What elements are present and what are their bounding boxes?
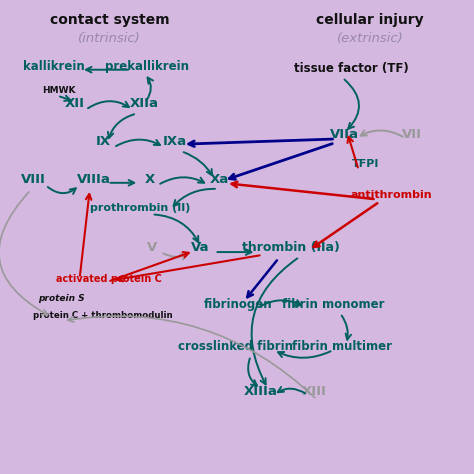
Text: HMWK: HMWK	[42, 86, 76, 95]
Text: cellular injury: cellular injury	[317, 13, 424, 27]
Text: XIII: XIII	[302, 385, 327, 398]
Text: Xa: Xa	[210, 173, 229, 186]
Text: VII: VII	[402, 128, 422, 141]
Text: fibrinogen: fibrinogen	[203, 298, 272, 310]
Text: tissue factor (TF): tissue factor (TF)	[294, 62, 409, 75]
Text: (intrinsic): (intrinsic)	[79, 32, 141, 45]
Text: thrombin (IIa): thrombin (IIa)	[242, 241, 340, 254]
Text: protein S: protein S	[38, 293, 84, 302]
Text: prekallikrein: prekallikrein	[105, 60, 189, 73]
Text: XIIIa: XIIIa	[244, 385, 278, 398]
Text: protein C + thrombomodulin: protein C + thrombomodulin	[33, 311, 173, 320]
Text: kallikrein: kallikrein	[23, 60, 85, 73]
Text: X: X	[144, 173, 155, 186]
Text: prothrombin (II): prothrombin (II)	[90, 203, 190, 213]
Text: XIIa: XIIa	[130, 98, 159, 110]
Text: VIIIa: VIIIa	[77, 173, 110, 186]
Text: antithrombin: antithrombin	[350, 191, 432, 201]
Text: XII: XII	[65, 98, 85, 110]
Text: IX: IX	[95, 135, 110, 148]
Text: TFPI: TFPI	[352, 159, 379, 169]
Text: contact system: contact system	[50, 13, 170, 27]
Text: IXa: IXa	[163, 135, 187, 148]
Text: V: V	[146, 241, 157, 254]
Text: fibrin monomer: fibrin monomer	[282, 298, 384, 310]
Text: VIII: VIII	[21, 173, 46, 186]
Text: fibrin multimer: fibrin multimer	[292, 340, 392, 353]
Text: crosslinked fibrin: crosslinked fibrin	[178, 340, 293, 353]
Text: Va: Va	[191, 241, 210, 254]
Text: activated protein C: activated protein C	[56, 274, 162, 284]
Text: VIIa: VIIa	[330, 128, 359, 141]
Text: (extrinsic): (extrinsic)	[337, 32, 404, 45]
